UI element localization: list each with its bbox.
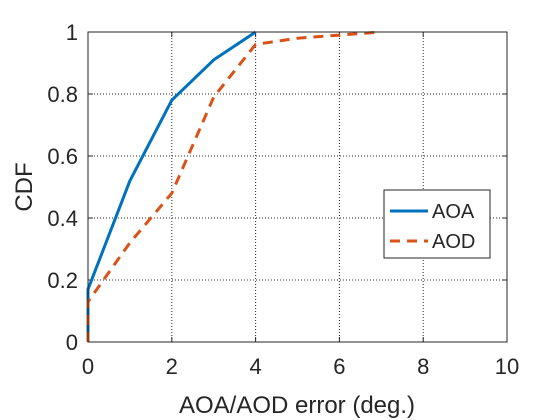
x-tick-labels: 0 2 4 6 8 10 bbox=[82, 354, 519, 379]
legend-box bbox=[383, 189, 491, 259]
x-axis-label: AOA/AOD error (deg.) bbox=[179, 392, 415, 419]
x-tick-label: 2 bbox=[166, 354, 178, 379]
y-tick-label: 0 bbox=[66, 330, 78, 355]
y-axis-label: CDF bbox=[11, 162, 38, 211]
x-tick-label: 6 bbox=[333, 354, 345, 379]
y-tick-label: 0.6 bbox=[47, 144, 78, 169]
legend-label-aod: AOD bbox=[432, 231, 475, 253]
x-tick-label: 8 bbox=[417, 354, 429, 379]
axes-frame bbox=[87, 31, 508, 343]
y-tick-label: 1 bbox=[66, 20, 78, 45]
y-tick-labels: 0 0.2 0.4 0.6 0.8 1 bbox=[47, 20, 78, 355]
grid bbox=[88, 32, 507, 342]
legend: AOA AOD bbox=[383, 189, 491, 259]
plot-area bbox=[87, 31, 508, 343]
y-tick-label: 0.2 bbox=[47, 268, 78, 293]
y-tick-label: 0.4 bbox=[47, 206, 78, 231]
x-tick-label: 4 bbox=[249, 354, 261, 379]
x-tick-label: 10 bbox=[495, 354, 519, 379]
y-tick-label: 0.8 bbox=[47, 82, 78, 107]
x-tick-label: 0 bbox=[82, 354, 94, 379]
legend-label-aoa: AOA bbox=[432, 201, 475, 223]
